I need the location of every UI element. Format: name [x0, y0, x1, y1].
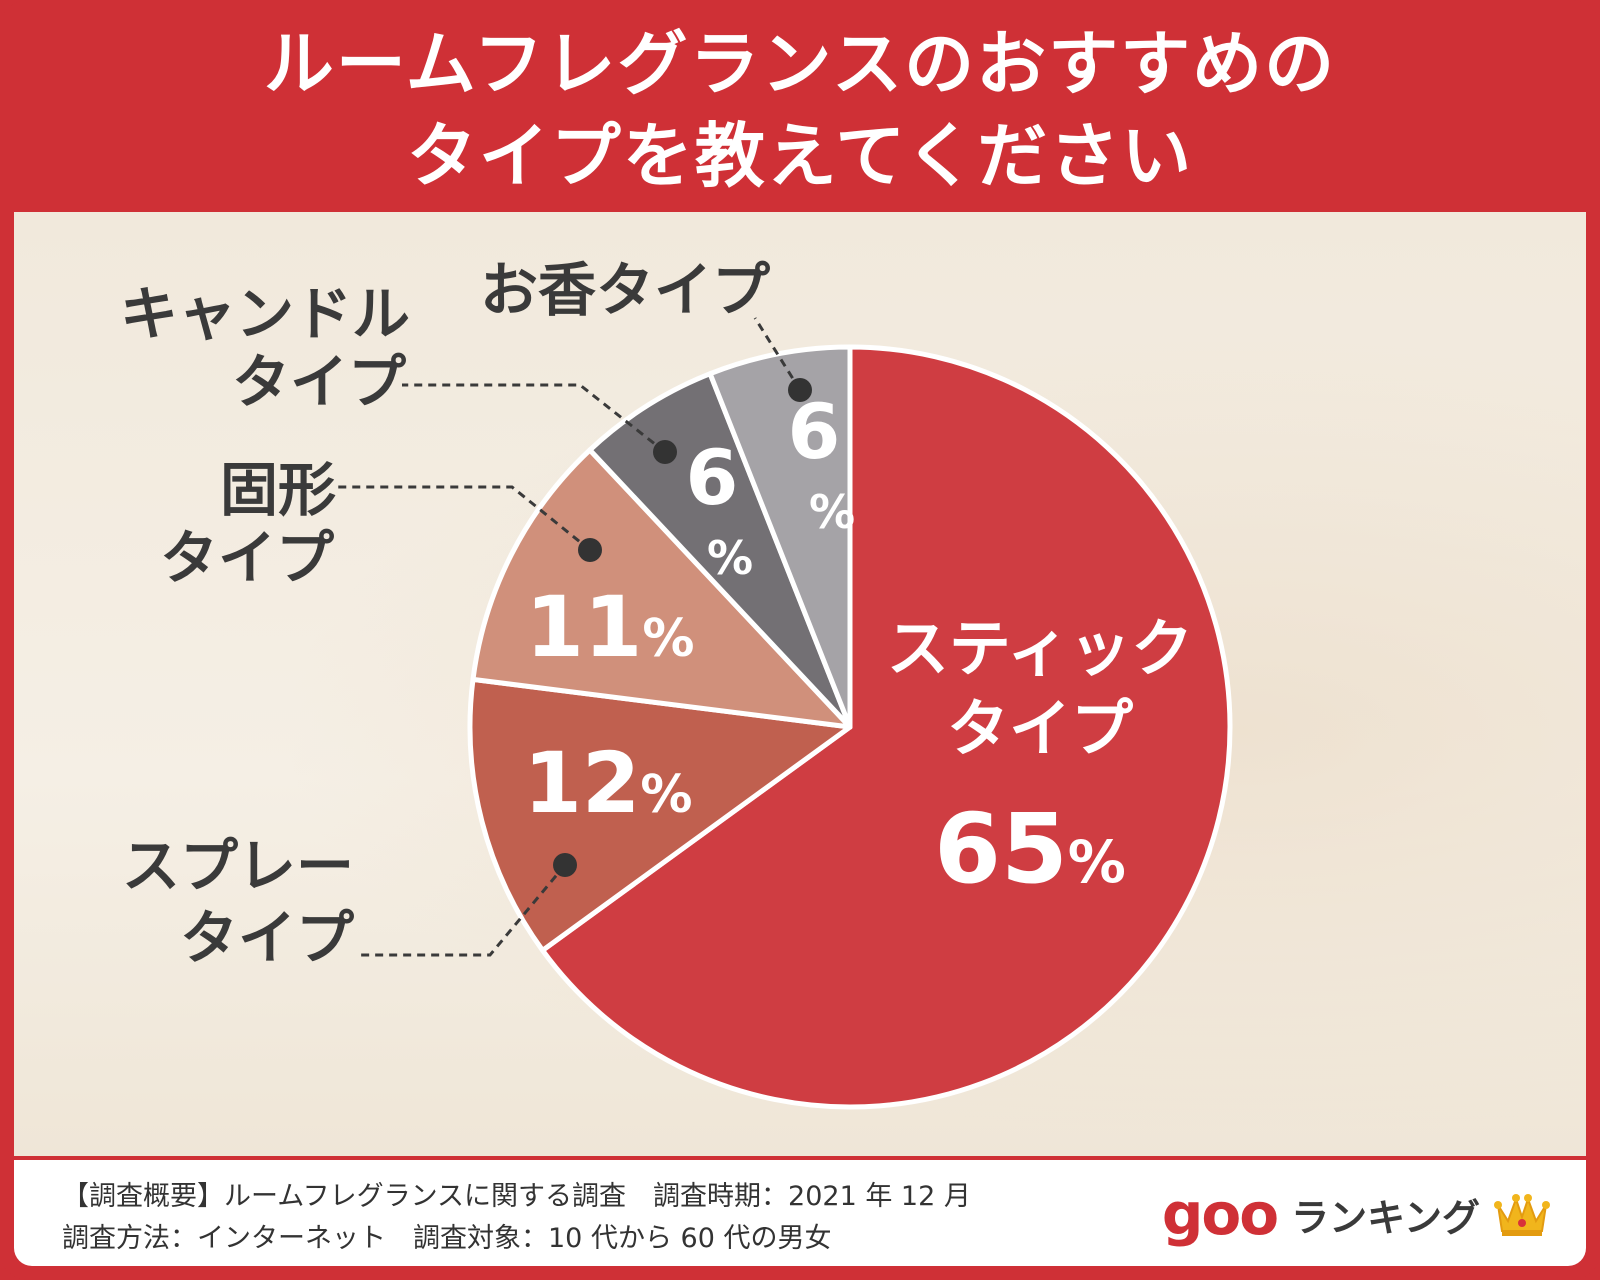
survey-footer: 【調査概要】ルームフレグランスに関する調査 調査時期：2021 年 12 月 調… [14, 1160, 1586, 1266]
logo-brand: goo [1161, 1180, 1279, 1248]
slice-value-4: 6 [788, 387, 841, 476]
slice-label-0-line-0: スティック [887, 612, 1193, 685]
pie-slice-3 [587, 371, 853, 730]
leader-line-2 [338, 485, 591, 552]
slice-label-2-line-1: タイプ [160, 524, 334, 592]
slice-value-1: 12% [523, 734, 692, 832]
slice-label-2-line-0: 固形 [220, 456, 336, 524]
slice-label-3-line-1: タイプ [232, 348, 406, 416]
slice-label-4-line-0: お香タイプ [480, 256, 770, 324]
slice-value-3: 6 [686, 433, 739, 522]
slice-unit-4: % [809, 485, 855, 539]
pie-slice-4 [707, 344, 853, 730]
pie-slice-1 [467, 676, 853, 953]
leader-dot-2 [578, 538, 602, 562]
leader-dot-3 [653, 440, 677, 464]
goo-ranking-logo: goo ランキング [1162, 1178, 1550, 1250]
crown-icon [1494, 1194, 1550, 1236]
slice-label-3-line-0: キャンドル [120, 280, 410, 348]
leader-line-3 [402, 383, 666, 454]
slice-value-0: 65% [934, 793, 1126, 905]
page-title: ルームフレグランスのおすすめの タイプを教えてください [0, 18, 1600, 202]
title-line-2: タイプを教えてください [406, 115, 1194, 197]
survey-method: 調査方法：インターネット 調査対象：10 代から 60 代の男女 [62, 1223, 832, 1254]
title-line-1: ルームフレグランスのおすすめの [263, 23, 1337, 105]
pie-slice-0 [540, 344, 1233, 1110]
slice-label-1-line-0: スプレー [122, 832, 354, 900]
slice-label-1-line-1: タイプ [180, 904, 354, 972]
leader-line-4 [753, 317, 802, 391]
slice-label-0-line-1: タイプ [947, 692, 1133, 765]
leader-line-1 [360, 864, 567, 957]
slice-unit-3: % [707, 531, 753, 585]
logo-text: ランキング [1291, 1195, 1480, 1240]
leader-dot-1 [553, 853, 577, 877]
pie-slice-2 [470, 447, 853, 730]
leader-dot-4 [788, 378, 812, 402]
slice-value-2: 11% [525, 578, 694, 676]
survey-summary: 【調査概要】ルームフレグランスに関する調査 調査時期：2021 年 12 月 [62, 1181, 971, 1212]
